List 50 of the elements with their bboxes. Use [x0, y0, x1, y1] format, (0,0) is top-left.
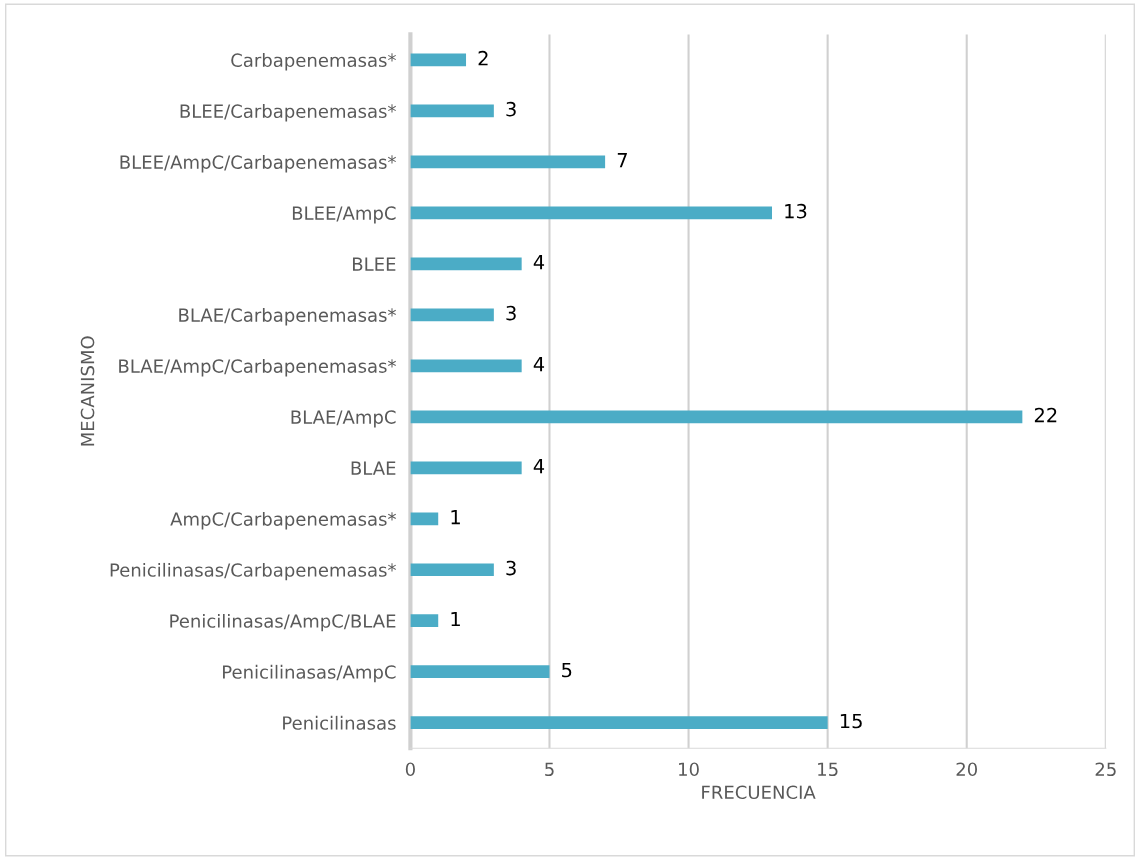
x-tick-label: 15	[818, 762, 838, 777]
x-tick-label: 5	[545, 762, 554, 777]
bar	[410, 563, 494, 577]
data-label: 13	[785, 203, 807, 219]
y-tick-label: BLAE/AmpC/Carbapenemasas*	[119, 358, 396, 377]
y-tick-label: BLAE	[351, 461, 396, 475]
bar	[410, 359, 522, 373]
data-label: 3	[506, 305, 516, 321]
data-label: 4	[533, 255, 545, 270]
y-tick-label: Penicilinasas/AmpC/BLAE	[170, 613, 396, 632]
data-label: 3	[506, 560, 516, 576]
data-label: 1	[451, 611, 460, 627]
y-tick-label: BLEE	[353, 257, 396, 271]
y-tick-label: BLAE/Carbapenemasas*	[179, 307, 396, 326]
bar	[410, 257, 522, 271]
bar	[410, 53, 467, 67]
bar	[410, 512, 439, 526]
y-tick-label: AmpC/Carbapenemasas*	[170, 511, 396, 530]
y-tick-label: Penicilinasas/AmpC	[223, 664, 396, 683]
data-label: 1	[451, 509, 460, 525]
y-tick-label: BLEE/AmpC	[292, 206, 396, 224]
data-label: 4	[533, 458, 545, 474]
bar	[410, 104, 494, 118]
bar	[410, 716, 828, 730]
bar	[410, 461, 522, 475]
data-label: 15	[840, 713, 862, 729]
x-tick-label: 25	[1095, 762, 1116, 777]
y-axis-title: MECANISMO	[80, 336, 95, 446]
y-tick-label: Carbapenemasas*	[231, 53, 396, 71]
x-tick-label: 0	[405, 762, 415, 777]
bar	[410, 665, 550, 679]
data-label: 7	[617, 153, 627, 168]
data-label: 4	[533, 357, 545, 372]
bar	[410, 308, 494, 322]
y-tick-label: Penicilinasas/Carbapenemasas*	[110, 562, 396, 581]
data-label: 22	[1034, 407, 1057, 423]
x-axis-title: FRECUENCIA	[702, 785, 816, 800]
bar	[410, 206, 773, 220]
bar	[410, 614, 439, 628]
y-tick-label: Penicilinasas	[283, 715, 396, 730]
x-tick-label: 10	[679, 762, 699, 777]
data-label: 5	[562, 662, 572, 678]
y-tick-label: BLEE/AmpC/Carbapenemasas*	[120, 155, 396, 173]
bar	[410, 410, 1023, 424]
data-label: 2	[478, 50, 488, 66]
y-tick-label: BLEE/Carbapenemasas*	[180, 104, 396, 122]
x-tick-label: 20	[956, 762, 978, 777]
y-tick-label: BLAE/AmpC	[291, 410, 396, 428]
data-label: 3	[506, 101, 516, 117]
bar	[410, 155, 606, 169]
